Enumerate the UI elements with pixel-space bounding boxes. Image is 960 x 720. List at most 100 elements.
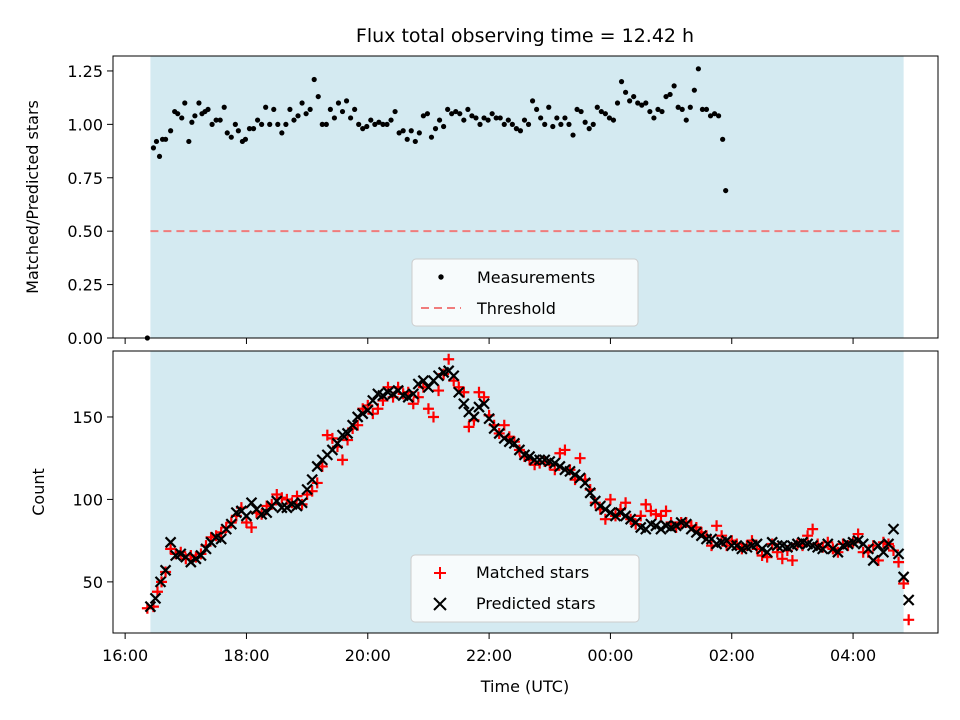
measurement-point [424, 111, 431, 117]
measurement-point [627, 98, 633, 104]
predicted-star-point [452, 386, 465, 399]
measurement-point [538, 115, 544, 121]
predicted-star-point [225, 518, 238, 530]
measurement-point [643, 100, 649, 106]
ratio-panel: 0.00 0.25 0.50 0.75 1.00 1.25 Flux total obse… [23, 25, 939, 348]
measurement-point [687, 104, 693, 110]
y-tick-label: 100 [72, 490, 103, 509]
measurement-point [481, 115, 487, 121]
measurement-points [144, 66, 729, 341]
measurement-point [445, 106, 451, 113]
predicted-star-point [624, 513, 637, 525]
predicted-star-point [483, 412, 495, 425]
predicted-star-point [614, 506, 627, 519]
measurement-point [493, 115, 499, 121]
measurement-point [384, 121, 390, 127]
measurement-point [449, 111, 455, 117]
measurement-point [168, 128, 174, 134]
measurement-point [368, 117, 374, 123]
matched-star-point [443, 353, 455, 365]
x-tick-label: 16:00 [102, 646, 148, 665]
predicted-star-point [609, 510, 622, 522]
measurement-point [323, 121, 329, 127]
measurement-point [235, 128, 241, 134]
measurement-point [558, 121, 564, 127]
measurement-point [392, 108, 398, 115]
chart-title: Flux total observing time = 12.42 h [356, 25, 694, 47]
ratio-y-ticks: 0.00 0.25 0.50 0.75 1.00 1.25 [67, 62, 113, 348]
measurement-point [175, 111, 181, 117]
x-tick-label: 02:00 [709, 646, 755, 665]
predicted-star-point [902, 594, 915, 606]
predicted-star-point [599, 503, 612, 516]
measurement-point [335, 100, 342, 106]
y-tick-label: 0.25 [67, 276, 103, 295]
predicted-star-point [412, 378, 425, 390]
count-legend-box [410, 554, 640, 623]
measurement-point [221, 104, 227, 110]
measurement-point [542, 121, 548, 127]
matched-star-point [660, 505, 672, 517]
predicted-star-point [852, 534, 864, 547]
matched-star-point [175, 546, 187, 558]
predicted-star-point [685, 523, 698, 535]
measurement-point [150, 145, 157, 151]
matched-star-point [473, 386, 485, 398]
measurement-point [242, 136, 249, 142]
measurement-point [723, 187, 729, 194]
measurement-point [250, 126, 257, 132]
matched-star-point [165, 543, 177, 555]
matched-star-point [342, 434, 354, 446]
measurement-point [711, 111, 718, 117]
matched-star-point [337, 454, 349, 466]
x-tick-label: 04:00 [830, 646, 876, 665]
predicted-star-point [351, 411, 364, 423]
measurement-point [232, 121, 238, 127]
measurement-point [275, 121, 281, 127]
predicted-star-point [827, 543, 839, 555]
measurement-point [153, 138, 160, 145]
matched-star-point [311, 477, 323, 489]
predicted-star-point [756, 543, 768, 555]
count-y-label: Count [29, 468, 48, 516]
y-tick-label: 50 [83, 573, 103, 592]
measurement-point [614, 100, 621, 106]
measurement-point [663, 93, 669, 100]
measurement-point [356, 121, 362, 127]
measurement-point [517, 128, 524, 134]
measurement-point [465, 106, 471, 113]
matched-star-point [640, 498, 652, 510]
measurement-point [315, 93, 321, 100]
measurement-point [400, 128, 406, 134]
matched-star-point [427, 411, 439, 423]
matched-star-point [240, 517, 252, 529]
measurement-point [457, 111, 463, 117]
measurement-point [436, 117, 443, 123]
measurement-point [343, 98, 350, 104]
measurement-point [182, 100, 188, 106]
count-panel-frame [112, 350, 939, 634]
measurement-point [473, 115, 479, 121]
measurement-point [695, 66, 701, 72]
predicted-star-point [296, 496, 308, 509]
predicted-star-point [761, 546, 773, 558]
y-tick-label: 150 [72, 408, 103, 427]
y-tick-label: 0.50 [67, 222, 103, 241]
predicted-star-point [356, 407, 369, 420]
matched-star-point [822, 536, 834, 548]
measurement-point [594, 104, 600, 110]
measurement-point [667, 91, 673, 98]
predicted-star-point [276, 501, 288, 514]
measurement-point [675, 104, 681, 110]
matched-star-point [326, 432, 338, 444]
measurement-point [622, 89, 629, 95]
measurement-point [364, 123, 370, 130]
matched-star-point [407, 398, 419, 410]
count-legend: Matched stars Predicted stars [410, 554, 640, 623]
measurement-point [189, 119, 195, 125]
measurement-point [209, 121, 215, 127]
legend-threshold-label: Threshold [476, 299, 556, 318]
measurement-point [655, 106, 661, 113]
predicted-star-point [301, 483, 313, 496]
